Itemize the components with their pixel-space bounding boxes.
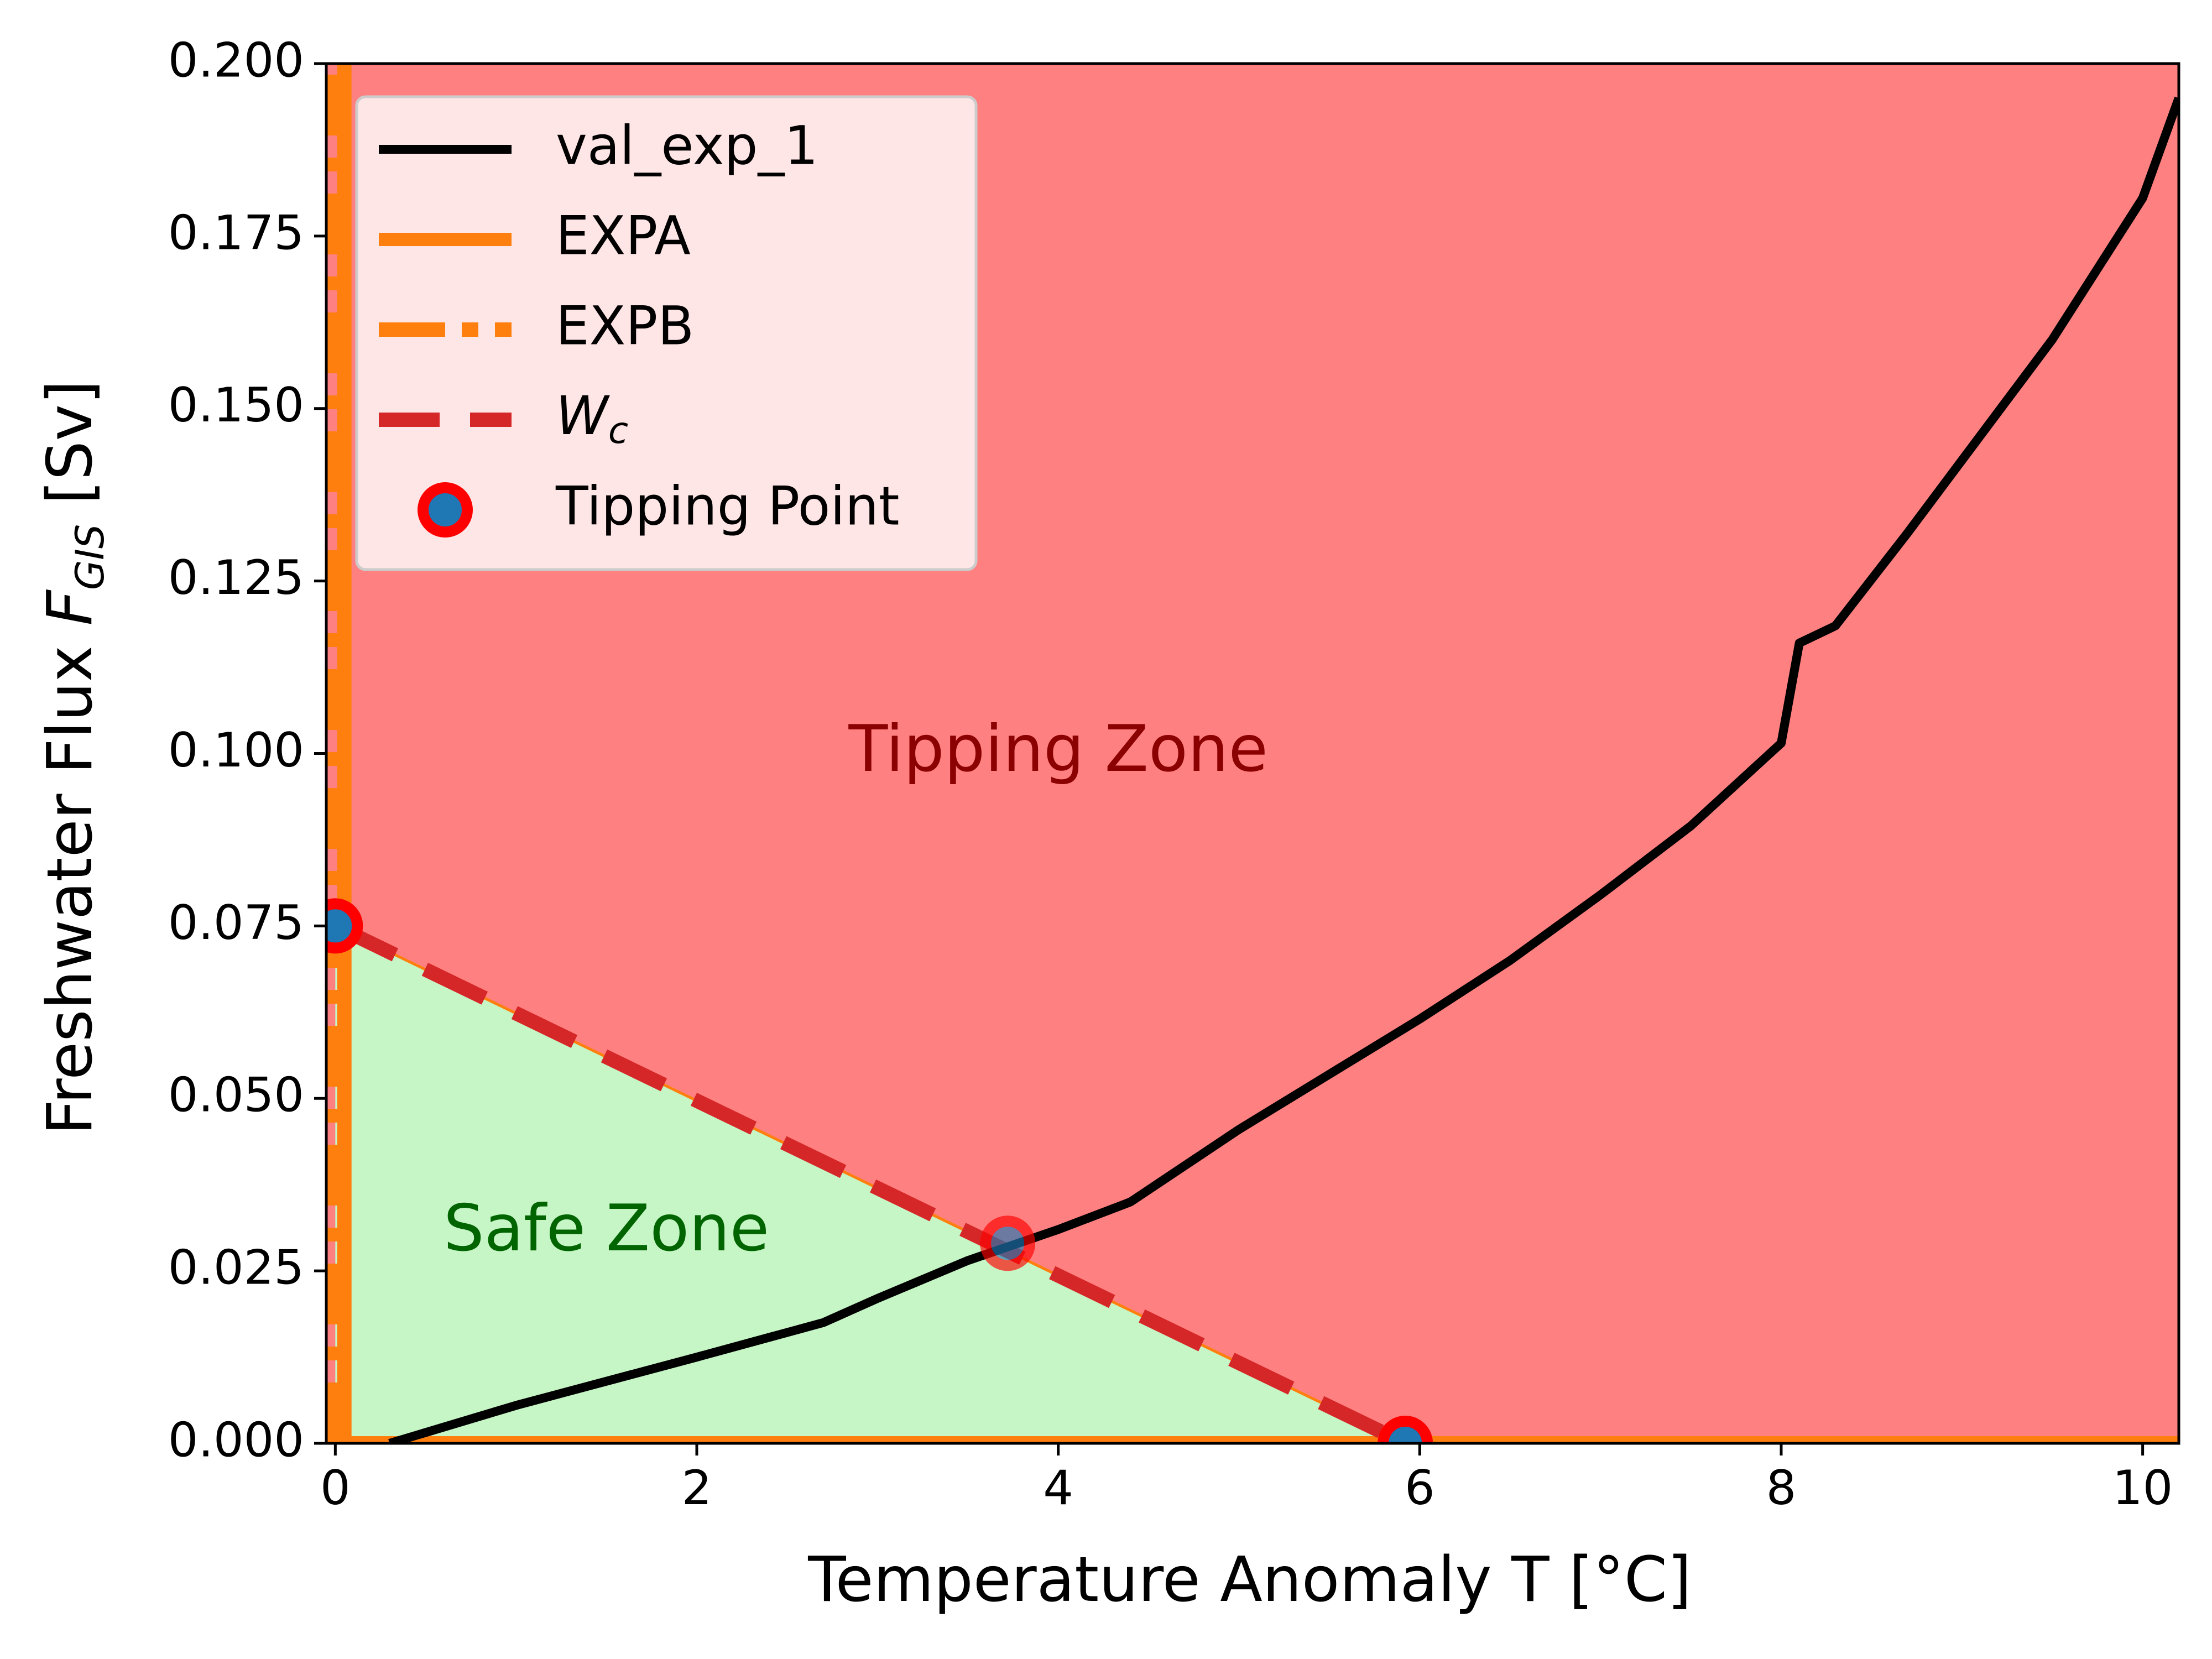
x-tick-label: 2 [682,1460,712,1516]
y-tick-label: 0.000 [168,1412,304,1468]
x-tick-label: 0 [320,1460,351,1516]
tipping-point-marker-2 [1378,1416,1433,1443]
y-tick-label: 0.050 [168,1068,304,1123]
legend-label-wc: Wc [556,385,628,452]
x-tick-label: 4 [1043,1460,1073,1516]
legend-label-val_exp_1: val_exp_1 [556,114,818,176]
y-tick-label: 0.150 [168,378,304,433]
legend: val_exp_1 EXPA EXPB Wc Tipping Point [355,95,978,571]
legend-box [355,95,978,571]
y-tick-label: 0.075 [168,895,304,951]
legend-label-expb: EXPB [556,295,694,357]
legend-swatch-tipping-point [418,482,473,538]
x-tick-label: 10 [2112,1460,2173,1516]
safe-zone-label: Safe Zone [444,1191,769,1266]
safe-zone-edge [335,925,1406,1443]
y-tick-label: 0.125 [168,550,304,606]
legend-label-expa: EXPA [556,205,691,267]
y-tick-label: 0.100 [168,723,304,778]
tipping-point-marker-1 [980,1215,1036,1271]
y-tick-label: 0.025 [168,1240,304,1296]
tipping-zone-label: Tipping Zone [848,712,1267,786]
x-tick-label: 6 [1405,1460,1435,1516]
x-axis-label: Temperature Anomaly T [°C] [807,1544,1692,1616]
series-val-exp-1-line [388,96,2179,1443]
y-tick-label: 0.200 [168,33,304,88]
tipping-point-marker-0 [326,898,363,954]
y-tick-label: 0.175 [168,205,304,260]
axes: 0 2 4 6 8 10 0.000 0.025 0.050 0.075 0.100 0.125 0.1… [168,33,2180,1516]
x-tick-label: 8 [1766,1460,1797,1516]
legend-label-tip: Tipping Point [555,475,900,537]
y-axis-label: Freshwater Flux FGIS [Sv] [34,380,113,1135]
